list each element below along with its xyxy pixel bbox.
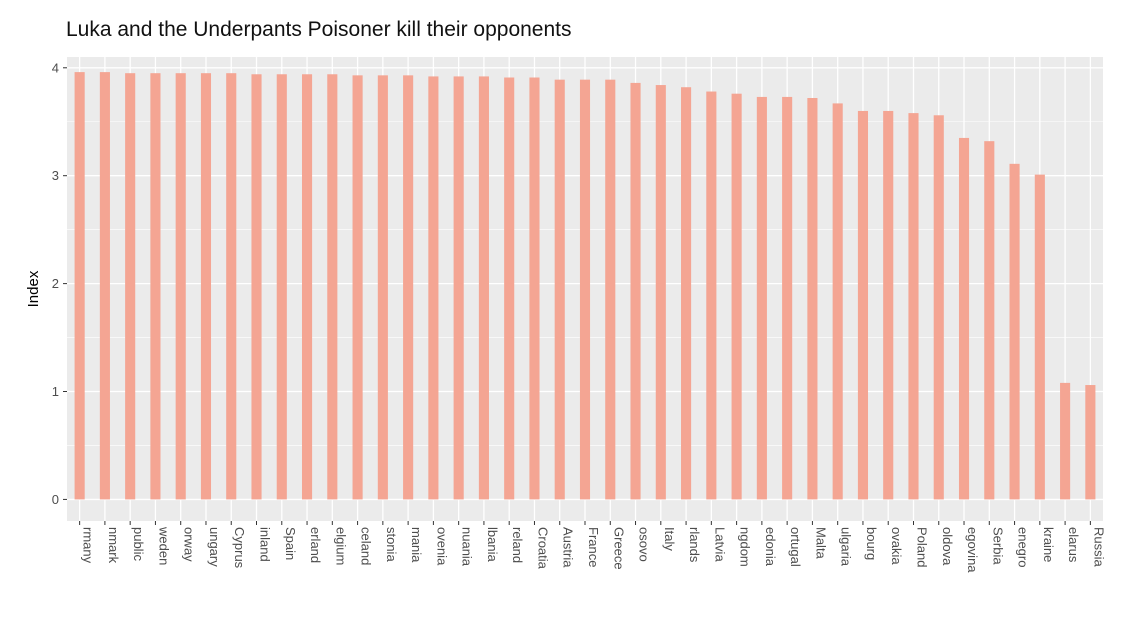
bar-nuania: [453, 76, 464, 500]
bar-public: [125, 73, 136, 500]
bar-rmany: [74, 72, 85, 500]
x-tick-label: nuania: [460, 527, 475, 567]
bar-mania: [403, 75, 414, 500]
bar-elgium: [327, 74, 338, 500]
x-tick-label: Croatia: [535, 527, 550, 570]
bar-lbania: [478, 76, 489, 500]
x-tick-label: rmany: [81, 527, 96, 564]
x-tick-label: Cyprus: [232, 527, 247, 569]
x-tick-label: enegro: [1016, 527, 1031, 567]
x-tick-label: Russia: [1091, 527, 1106, 568]
bar-greece: [605, 79, 616, 500]
bar-ovenia: [428, 76, 439, 500]
bar-celand: [352, 75, 363, 500]
bars: [74, 72, 1096, 500]
x-axis: rmany nmark public weden orway ungary Cyprus in…: [79, 521, 1106, 573]
x-tick-label: mania: [409, 527, 424, 563]
bar-cyprus: [226, 73, 237, 500]
bar-elarus: [1060, 382, 1071, 500]
bar-enegro: [1009, 163, 1020, 500]
bar-russia: [1085, 385, 1096, 500]
bar-italy: [655, 85, 666, 500]
x-tick-label: inland: [258, 527, 273, 562]
x-tick-label: ovakia: [889, 527, 904, 565]
y-tick-label: 0: [52, 492, 59, 507]
bar-ulgaria: [832, 103, 843, 500]
y-tick-label: 4: [52, 60, 59, 75]
bar-bourg: [857, 110, 869, 500]
x-tick-label: ovenia: [434, 527, 449, 566]
bar-osovo: [630, 82, 641, 500]
y-tick-label: 3: [52, 168, 59, 183]
x-tick-label: elgium: [333, 527, 348, 565]
bar-latvia: [706, 91, 717, 500]
x-tick-label: ungary: [207, 527, 222, 567]
x-tick-label: rlands: [687, 527, 702, 563]
x-tick-label: orway: [182, 527, 197, 562]
y-tick-label: 1: [52, 384, 59, 399]
x-tick-label: edonia: [763, 527, 778, 567]
bar-poland: [908, 113, 919, 500]
x-tick-label: France: [586, 527, 601, 567]
bar-ngdom: [731, 93, 742, 500]
bar-ortugal: [782, 96, 793, 500]
bar-ungary: [200, 73, 212, 500]
bar-inland: [251, 74, 262, 500]
x-tick-label: kraine: [1041, 527, 1056, 562]
x-tick-label: oldova: [940, 527, 955, 566]
x-tick-label: stonia: [384, 527, 399, 562]
x-tick-label: weden: [156, 526, 171, 565]
bar-egovina: [958, 137, 970, 500]
bar-stonia: [377, 75, 388, 500]
x-tick-label: Italy: [662, 527, 677, 551]
bar-croatia: [529, 77, 540, 500]
y-tick-label: 2: [52, 276, 59, 291]
bar-spain: [276, 74, 287, 500]
bar-rlands: [681, 87, 692, 500]
bar-reland: [504, 77, 515, 500]
x-tick-label: bourg: [864, 527, 879, 560]
x-tick-label: Latvia: [712, 527, 727, 562]
chart-title: Luka and the Underpants Poisoner kill th…: [66, 18, 572, 41]
x-tick-label: Serbia: [990, 527, 1005, 565]
bar-orway: [175, 73, 186, 500]
x-tick-label: elarus: [1066, 527, 1081, 563]
x-tick-label: ulgaria: [839, 527, 854, 567]
bar-austria: [554, 79, 565, 500]
x-tick-label: reland: [510, 527, 525, 563]
x-tick-label: Greece: [611, 527, 626, 570]
bar-oldova: [933, 115, 944, 500]
x-tick-label: Malta: [813, 527, 828, 560]
x-tick-label: ortugal: [788, 527, 803, 567]
x-tick-label: erland: [308, 527, 323, 563]
bar-kraine: [1034, 174, 1045, 500]
bar-serbia: [984, 141, 995, 500]
x-tick-label: osovo: [637, 527, 652, 562]
bar-edonia: [756, 96, 767, 500]
x-tick-label: nmark: [106, 527, 121, 564]
x-tick-label: celand: [359, 527, 374, 565]
bar-ovakia: [883, 110, 894, 500]
bar-weden: [150, 73, 161, 500]
y-axis: 0 1 2 3 4: [52, 60, 67, 507]
x-tick-label: Spain: [283, 527, 298, 560]
x-tick-label: public: [131, 527, 146, 561]
y-axis-title: Index: [25, 270, 42, 307]
bar-erland: [301, 74, 313, 500]
x-tick-label: Poland: [914, 527, 929, 567]
x-tick-label: lbania: [485, 527, 500, 562]
x-tick-label: Austria: [561, 527, 576, 568]
bar-malta: [807, 98, 818, 500]
x-tick-label: ngdom: [738, 527, 753, 567]
bar-nmark: [99, 72, 110, 500]
x-tick-label: egovina: [965, 527, 980, 573]
bar-france: [579, 79, 591, 500]
